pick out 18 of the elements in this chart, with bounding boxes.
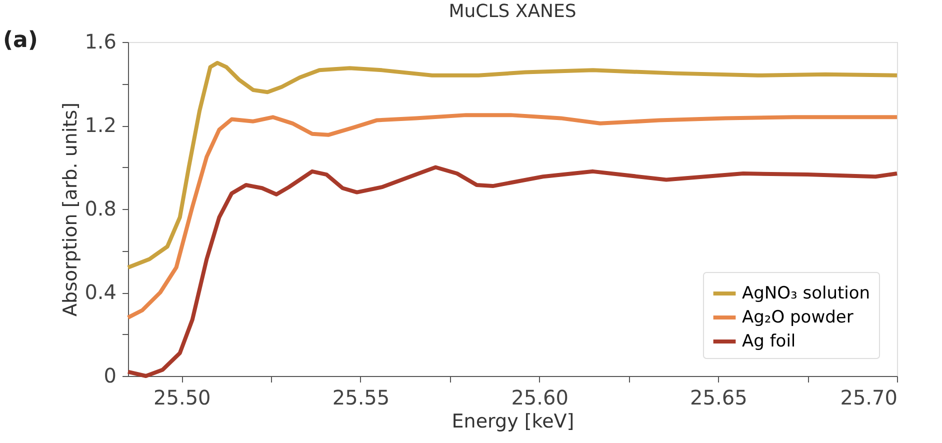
- x-tick-label: 25.65: [690, 386, 748, 410]
- text: (a): [3, 28, 38, 53]
- y-tick-label: 1.2: [84, 113, 116, 137]
- legend-label: AgNO₃ solution: [742, 284, 870, 304]
- y-tick-label: 0.4: [84, 280, 116, 304]
- x-tick-label: 25.50: [154, 386, 211, 410]
- y-tick-label: 0.8: [84, 196, 116, 220]
- chart-title: MuCLS XANES: [448, 1, 576, 22]
- x-tick-label: 25.70: [840, 386, 898, 410]
- x-tick-label: 25.60: [511, 386, 568, 410]
- y-axis-title: Absorption [arb. units]: [60, 102, 82, 317]
- x-tick-label: 25.55: [332, 386, 390, 410]
- line-series: [126, 60, 899, 270]
- y-tick-label: 0: [104, 364, 116, 388]
- legend-label: Ag₂O powder: [742, 308, 854, 328]
- x-axis-title: Energy [keV]: [452, 410, 574, 432]
- y-tick-label: 1.6: [84, 30, 116, 54]
- legend-label: Ag foil: [742, 332, 796, 352]
